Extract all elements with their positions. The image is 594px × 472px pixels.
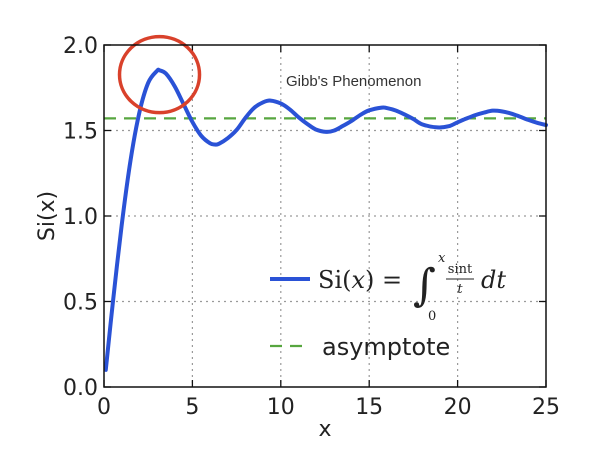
y-tick-label: 0.5 [63, 291, 98, 316]
legend: Si(x) = ∫ x 0 sint t dt asymptote [270, 251, 506, 361]
x-axis-label: x [318, 417, 331, 442]
gibbs-highlight-circle [117, 34, 202, 115]
plot-frame [103, 44, 547, 388]
x-tick-label: 5 [185, 395, 199, 420]
x-tick-label: 25 [532, 395, 560, 420]
y-tick-label: 0.0 [63, 376, 98, 401]
y-tick-label: 1.0 [63, 205, 98, 230]
y-axis-label: Si(x) [35, 191, 60, 241]
y-tick-label: 1.5 [63, 120, 98, 145]
legend-lower-limit: 0 [428, 309, 436, 324]
legend-dt: dt [481, 266, 506, 294]
legend-integral-sign: ∫ [413, 260, 436, 311]
legend-asymptote-label: asymptote [322, 333, 450, 361]
x-tick-label: 20 [444, 395, 472, 420]
x-tick-label: 0 [97, 395, 111, 420]
gibbs-annotation: Gibb's Phenomenon [286, 73, 421, 90]
y-tick-label: 2.0 [63, 34, 98, 59]
legend-si-label: Si(x) = [318, 266, 402, 294]
grid-lines [104, 45, 546, 387]
si-series-line [103, 67, 548, 372]
x-tick-label: 15 [355, 395, 383, 420]
legend-fraction-numerator: sint [448, 262, 473, 277]
x-tick-label: 10 [267, 395, 295, 420]
legend-fraction-denominator: t [457, 282, 463, 297]
x-tick-group: 0 5 10 15 20 25 [97, 45, 560, 420]
legend-upper-limit: x [438, 251, 446, 266]
